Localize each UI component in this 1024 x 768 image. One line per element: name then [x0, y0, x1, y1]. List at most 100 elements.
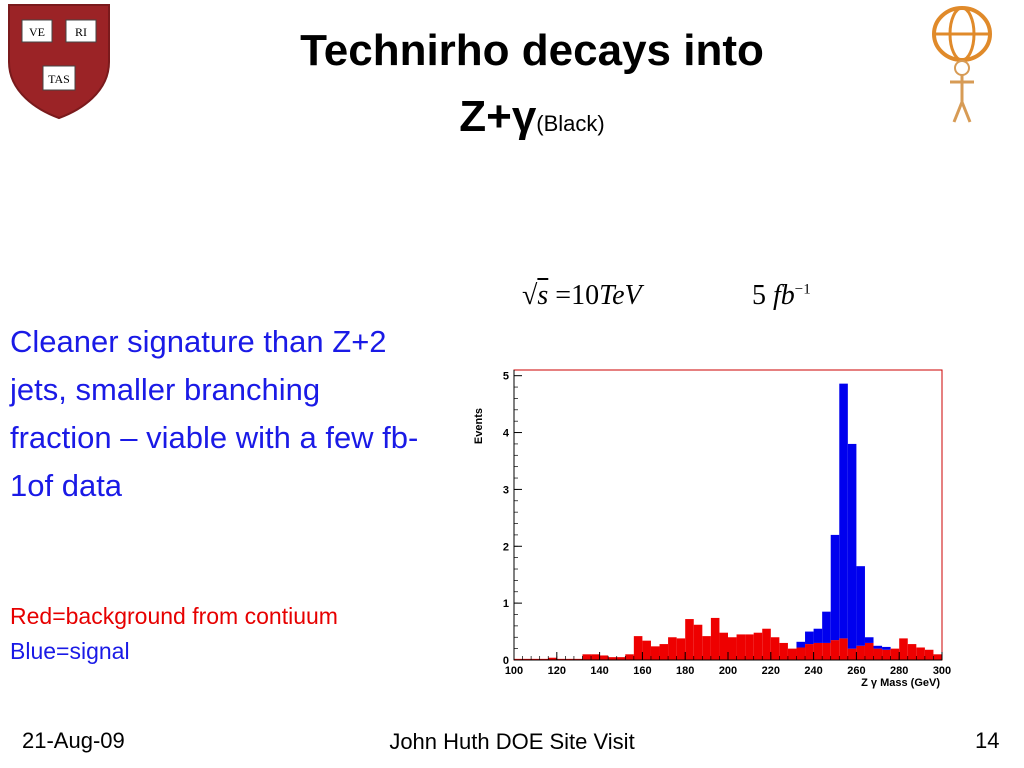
bar-background: [514, 658, 523, 660]
bar-background: [719, 632, 728, 660]
x-tick-label: 100: [505, 665, 523, 677]
bar-signal: [805, 631, 814, 645]
title-zgamma: Z+γ: [459, 92, 537, 141]
bar-background: [864, 642, 874, 660]
histogram-chart: 100 120 140 160 180 200 220 240 260 280 300012345 …: [473, 369, 951, 689]
legend-signal: Blue=signal: [10, 638, 130, 664]
axes-group: 100 120 140 160 180 200 220 240 260 280 300 0 1 2 3 4 5: [503, 370, 951, 677]
x-tick-label: 260: [847, 665, 865, 677]
y-tick-label: 1: [503, 598, 509, 610]
bar-background: [531, 658, 540, 660]
bar-signal: [864, 637, 874, 643]
bar-background: [856, 645, 865, 660]
bar-background: [770, 637, 780, 660]
bar-background: [633, 636, 643, 660]
sqrt-symbol: √: [522, 280, 538, 311]
bar-signal: [822, 611, 831, 643]
y-tick-label: 0: [503, 655, 509, 667]
lumi-unit: fb: [773, 280, 795, 311]
x-tick-label: 280: [890, 665, 908, 677]
bar-background: [882, 649, 891, 660]
bar-background: [822, 642, 831, 660]
bar-background: [676, 638, 686, 660]
legend-background: Red=background from contiuum: [10, 603, 338, 629]
bar-background: [573, 658, 583, 660]
bar-signal: [813, 628, 823, 643]
lumi-exp: −1: [794, 281, 811, 298]
bar-background: [582, 654, 592, 660]
bar-background: [685, 619, 694, 660]
bar-background: [873, 648, 883, 660]
bar-signal: [873, 645, 883, 649]
bar-background: [616, 657, 626, 660]
bar-background: [899, 638, 908, 660]
bar-background: [608, 657, 617, 660]
y-tick-label: 5: [503, 371, 509, 383]
page-number: 14: [975, 728, 1000, 753]
footer-title: John Huth DOE Site Visit: [389, 729, 635, 754]
logo-text-tas: TAS: [48, 72, 70, 86]
bar-background: [548, 657, 557, 660]
x-axis-label: Z γ Mass (GeV): [861, 677, 940, 689]
bar-background: [847, 648, 857, 660]
bar-background: [745, 634, 754, 660]
bar-background: [591, 654, 600, 660]
bar-signal: [830, 534, 840, 641]
bar-background: [693, 624, 703, 660]
bar-background: [779, 642, 788, 660]
bar-background: [522, 658, 532, 660]
bar-background: [890, 648, 900, 660]
bar-signal: [882, 646, 891, 650]
x-tick-label: 120: [548, 665, 566, 677]
bar-background: [805, 644, 814, 660]
bar-background: [813, 642, 823, 660]
x-tick-label: 180: [676, 665, 694, 677]
bar-background: [625, 654, 634, 660]
title-black: (Black): [536, 111, 605, 136]
formula-s: s: [537, 280, 549, 311]
lumi-coef: 5: [752, 280, 766, 311]
x-tick-label: 240: [804, 665, 822, 677]
y-tick-label: 3: [503, 484, 509, 496]
bar-background: [762, 628, 771, 660]
bar-background: [787, 648, 797, 660]
bar-background: [565, 658, 574, 660]
slide-title: Technirho decays into: [300, 26, 764, 75]
body-text: Cleaner signature than Z+2 jets, smaller…: [10, 324, 419, 503]
bar-background: [753, 632, 763, 660]
bar-background: [796, 647, 806, 660]
bar-signal: [839, 383, 848, 639]
bar-background: [642, 640, 651, 660]
bar-background: [599, 655, 609, 660]
bar-background: [710, 617, 720, 660]
bar-background: [830, 640, 840, 660]
bar-background: [702, 636, 711, 660]
luminosity-formula: 5 fb−1: [752, 280, 811, 312]
y-axis-label: Events: [473, 408, 485, 444]
harvard-shield-logo: VE RI TAS: [8, 4, 110, 120]
formula-unit: TeV: [599, 280, 642, 311]
energy-formula: √s =10TeV: [522, 280, 642, 312]
plot-frame: [513, 369, 943, 661]
bar-background: [736, 634, 746, 660]
bars-group: [514, 383, 942, 660]
bar-signal: [796, 641, 806, 648]
bar-background: [556, 658, 566, 660]
bar-background: [933, 654, 942, 660]
bar-background: [728, 637, 737, 660]
x-tick-label: 220: [762, 665, 780, 677]
bar-background: [668, 637, 677, 660]
atlas-figure-icon: [932, 6, 992, 123]
bar-background: [907, 644, 917, 660]
bar-background: [916, 647, 925, 660]
slide-subtitle: Z+γ(Black): [0, 92, 1024, 142]
formula-rhs: =10: [555, 280, 600, 311]
bar-signal: [856, 566, 865, 646]
x-tick-label: 200: [719, 665, 737, 677]
bar-background: [839, 638, 848, 660]
x-tick-label: 140: [590, 665, 608, 677]
y-tick-label: 4: [503, 428, 510, 440]
footer-date: 21-Aug-09: [22, 728, 125, 753]
bar-background: [659, 644, 669, 660]
bar-background: [539, 658, 549, 660]
